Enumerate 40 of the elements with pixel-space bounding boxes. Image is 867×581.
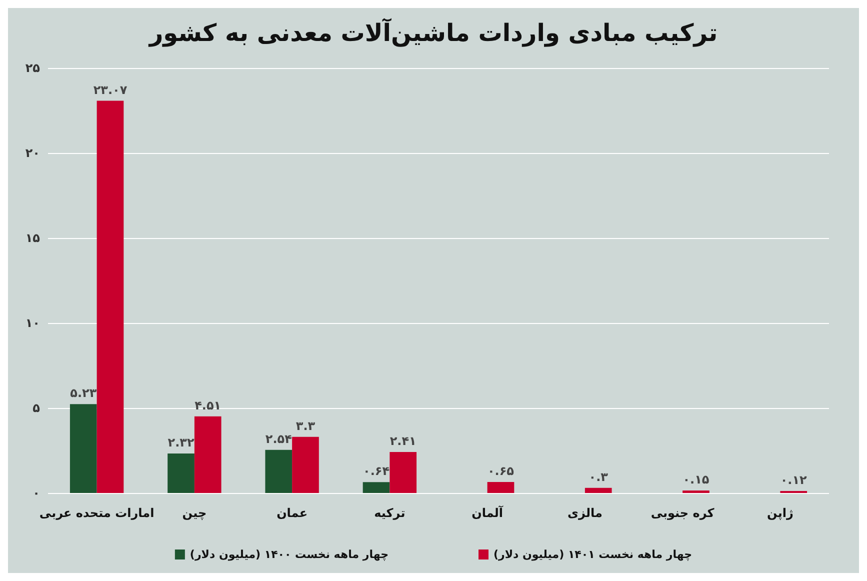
y-tick-label: ۲۰ [25,146,40,160]
bar [362,482,390,493]
data-label: ۲.۳۲ [168,436,195,450]
bar [168,454,194,493]
bar [265,450,292,493]
data-label: ۰.۶۵ [487,464,514,478]
x-tick-label: آلمان [472,505,504,520]
data-label: ۰.۱۲ [780,472,808,487]
x-tick-label: مالزی [567,506,602,520]
chart-title: ترکیب مبادی واردات ماشین‌آلات معدنی به کشور [148,18,718,47]
bar [96,100,124,493]
bar [390,452,417,493]
data-label: ۰.۱۵ [682,472,710,486]
bar [194,416,222,493]
bar [584,488,612,493]
bar [292,436,319,493]
x-tick-label: امارات متحده عربی [39,506,154,520]
data-label: ۰.۶۴ [363,464,390,478]
legend-label: چهار ماهه نخست ۱۴۰۰ (میلیون دلار) [190,548,389,561]
legend-label: چهار ماهه نخست ۱۴۰۱ (میلیون دلار) [494,548,692,561]
y-tick-label: ۰ [32,486,40,500]
data-label: ۵.۲۳ [70,386,98,400]
data-label: ۳.۳ [296,418,316,433]
x-tick-label: ترکیه [374,506,406,520]
data-label: ۴.۵۱ [194,398,222,412]
y-tick-label: ۲۵ [25,61,40,75]
bar [70,404,97,493]
bar [487,482,514,493]
y-tick-label: ۱۰ [25,316,40,330]
y-tick-label: ۵ [32,401,40,415]
data-label: ۲۳.۰۷ [93,82,128,97]
x-tick-label: چین [182,506,207,520]
data-label: ۲.۴۱ [390,434,416,448]
y-tick-label: ۱۵ [25,231,40,245]
data-label: ۲.۵۴ [265,432,292,446]
x-tick-label: عمان [276,506,308,520]
x-tick-label: ژاپن [767,506,794,520]
bar [682,490,710,493]
data-label: ۰.۳ [588,470,609,484]
x-tick-label: کره جنوبی [650,506,714,520]
